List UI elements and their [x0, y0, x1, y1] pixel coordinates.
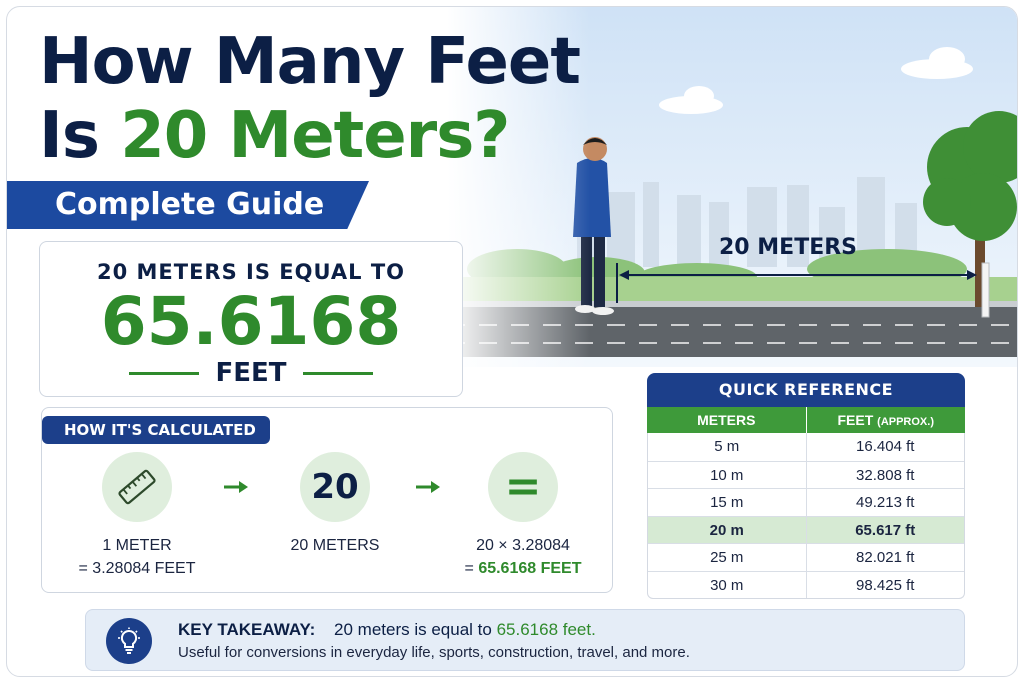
cell-feet: 98.425 ft	[856, 576, 915, 594]
cell-feet: 16.404 ft	[856, 438, 915, 455]
number-badge: 20	[300, 452, 370, 522]
takeaway-label: KEY TAKEAWAY:	[178, 620, 316, 639]
cell-meters: 5 m	[648, 433, 807, 461]
table-row: 15 m 49.213 ft	[648, 488, 964, 516]
calc-step-1-text: 1 METER = 3.28084 FEET	[52, 534, 222, 580]
cell-feet: 65.617 ft	[855, 521, 916, 539]
divider	[129, 371, 200, 375]
cell-meters: 15 m	[648, 489, 807, 516]
equals-symbol: =	[504, 461, 542, 512]
answer-unit: FEET	[215, 358, 287, 388]
quick-reference-table: QUICK REFERENCE METERS FEET (APPROX.) 5 …	[647, 373, 965, 599]
calculation-card: HOW IT'S CALCULATED 1 METER = 3.2	[41, 407, 613, 593]
takeaway-detail: Useful for conversions in everyday life,…	[178, 644, 690, 661]
cell-feet: 82.021 ft	[856, 549, 915, 566]
column-header-feet-label: FEET	[837, 412, 874, 428]
title-line-1: How Many Feet	[39, 25, 581, 99]
column-header-feet: FEET (APPROX.)	[807, 407, 966, 433]
calc-step-2: 20 20 METERS	[250, 452, 420, 557]
table-row: 5 m 16.404 ft	[648, 433, 964, 461]
calc-step-2-number: 20	[311, 467, 359, 507]
title-line-2-prefix: Is	[39, 99, 100, 173]
calc-step-3-line-2: = 65.6168 FEET	[438, 557, 608, 580]
calc-step-1-line-2: = 3.28084 FEET	[78, 560, 196, 577]
calc-step-3-result: 65.6168 FEET	[478, 560, 582, 577]
takeaway-text: 20 meters is equal to	[334, 620, 492, 639]
ruler-icon	[102, 452, 172, 522]
distance-label: 20 METERS	[719, 235, 858, 260]
arrow-right-icon	[224, 481, 248, 493]
takeaway-highlight: 65.6168 feet.	[496, 620, 596, 639]
title-highlight: 20 Meters?	[120, 99, 510, 173]
calc-step-1-line-1: 1 METER	[102, 537, 172, 554]
equals-icon: =	[488, 452, 558, 522]
cell-feet: 32.808 ft	[856, 466, 915, 484]
table-row: 30 m 98.425 ft	[648, 570, 964, 598]
cell-meters: 10 m	[648, 461, 807, 488]
arrow-right-icon	[416, 481, 440, 493]
answer-unit-row: FEET	[40, 358, 462, 388]
lightbulb-icon	[106, 618, 152, 664]
title-line-2: Is 20 Meters?	[39, 99, 599, 173]
table-row: 10 m 32.808 ft	[648, 460, 964, 488]
cell-meters: 30 m	[648, 571, 807, 598]
calc-step-3-line-1: 20 × 3.28084	[476, 537, 570, 554]
calc-step-1: 1 METER = 3.28084 FEET	[52, 452, 222, 580]
answer-card: 20 METERS IS EQUAL TO 65.6168 FEET	[39, 241, 463, 397]
scene-illustration: 20 METERS	[447, 7, 1017, 367]
subtitle-banner: Complete Guide	[7, 181, 369, 229]
calc-step-2-label: 20 METERS	[290, 537, 380, 554]
column-header-feet-note: (APPROX.)	[877, 416, 934, 428]
quick-reference-title: QUICK REFERENCE	[647, 373, 965, 407]
key-takeaway: KEY TAKEAWAY: 20 meters is equal to 65.6…	[85, 609, 965, 671]
divider	[302, 371, 373, 375]
calc-step-3-prefix: =	[464, 560, 479, 577]
calc-step-3: = 20 × 3.28084 = 65.6168 FEET	[438, 452, 608, 580]
table-row: 20 m 65.617 ft	[648, 515, 964, 543]
answer-intro: 20 METERS IS EQUAL TO	[96, 260, 406, 284]
column-header-meters: METERS	[647, 407, 807, 433]
table-row: 25 m 82.021 ft	[648, 543, 964, 571]
cell-feet: 49.213 ft	[856, 494, 915, 511]
table-body: 5 m 16.404 ft 10 m 32.808 ft 15 m 49.213 ft 20…	[647, 433, 965, 599]
cell-meters: 20 m	[648, 516, 807, 543]
calculation-heading: HOW IT'S CALCULATED	[42, 416, 270, 444]
answer-value: 65.6168	[100, 283, 402, 360]
calc-step-3-text: 20 × 3.28084 = 65.6168 FEET	[438, 534, 608, 580]
takeaway-line-1: KEY TAKEAWAY: 20 meters is equal to 65.6…	[178, 620, 596, 640]
table-header-row: METERS FEET (APPROX.)	[647, 407, 965, 433]
page-title: How Many Feet Is 20 Meters?	[39, 25, 599, 173]
infographic-frame: 20 METERS How Many Feet Is 20 Meters? Co…	[6, 6, 1018, 677]
cell-meters: 25 m	[648, 544, 807, 571]
